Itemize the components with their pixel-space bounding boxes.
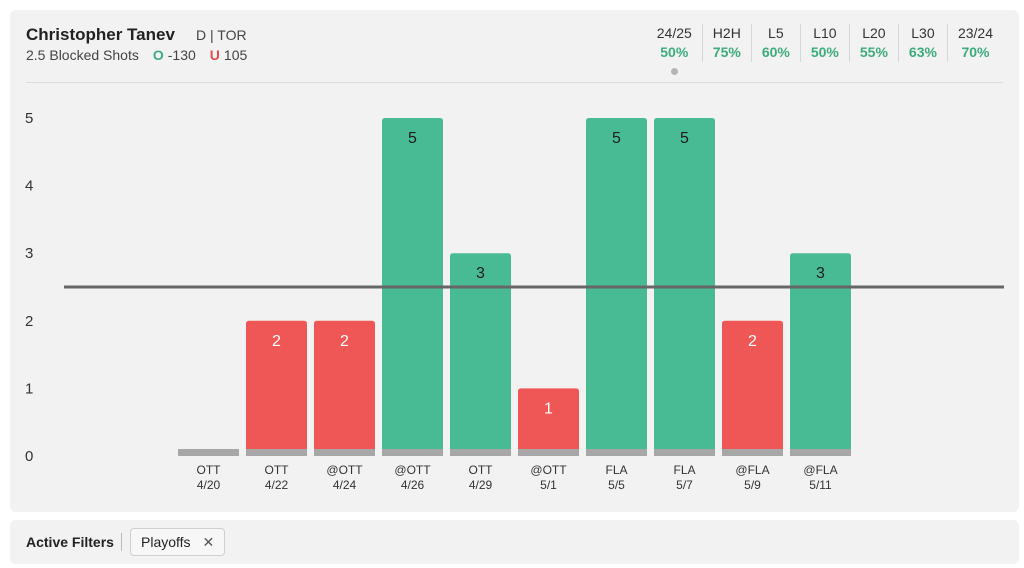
active-filters-label: Active Filters [26, 534, 114, 550]
x-tick-opponent: OTT [265, 463, 290, 477]
x-tick-opponent: @OTT [394, 463, 431, 477]
x-tick-date: 5/5 [608, 478, 625, 492]
bar-value-label: 3 [476, 265, 485, 282]
stat-value: 70% [961, 44, 990, 60]
bar-value-label: 2 [340, 333, 349, 350]
x-tick-opponent: FLA [673, 463, 695, 477]
y-tick-label: 4 [25, 178, 33, 195]
bar-baseline-stub [586, 449, 647, 456]
bar-baseline-stub [246, 449, 307, 456]
stat-value: 50% [810, 44, 839, 60]
blocked-shots-bar-chart: 012345OTT4/202OTT4/222@OTT4/245@OTT4/263… [25, 110, 1004, 492]
filter-chip-playoffs[interactable]: Playoffs ✕ [130, 528, 226, 556]
stat-label: 24/25 [656, 25, 692, 41]
x-tick-date: 4/20 [197, 478, 221, 492]
prop-description: 2.5 Blocked Shots [26, 47, 139, 63]
bar-value-label: 5 [408, 130, 417, 147]
stat-label: 23/24 [957, 25, 993, 41]
player-name[interactable]: Christopher Tanev [26, 25, 175, 44]
x-tick-opponent: @OTT [530, 463, 567, 477]
y-tick-label: 2 [25, 313, 33, 330]
bar-baseline-stub [722, 449, 783, 456]
over-odds-value: -130 [167, 47, 196, 63]
bar [246, 320, 307, 456]
x-tick-opponent: @OTT [326, 463, 363, 477]
y-tick-label: 0 [25, 448, 33, 465]
tab-h2h[interactable]: H2H 75% [701, 24, 751, 62]
bar-value-label: 3 [816, 265, 825, 282]
x-tick-opponent: OTT [469, 463, 494, 477]
bar-value-label: 2 [748, 333, 757, 350]
stat-value: 50% [660, 44, 689, 60]
bar-baseline-stub [654, 449, 715, 456]
over-label: O [152, 47, 164, 63]
bar-value-label: 2 [272, 333, 281, 350]
x-tick-opponent: FLA [605, 463, 627, 477]
stat-value: 55% [859, 44, 888, 60]
bar-value-label: 5 [612, 130, 621, 147]
bar [314, 320, 375, 456]
x-tick-date: 5/11 [809, 478, 832, 492]
filters-divider [121, 533, 122, 551]
under-odds-value: 105 [223, 47, 248, 63]
over-odds[interactable]: O -130 [153, 47, 196, 63]
stat-label: L20 [862, 25, 886, 41]
x-tick-opponent: OTT [197, 463, 222, 477]
under-odds[interactable]: U 105 [210, 47, 247, 63]
x-tick-date: 5/1 [540, 478, 557, 492]
x-tick-date: 4/24 [333, 478, 357, 492]
bar [450, 253, 511, 456]
x-tick-opponent: @FLA [803, 463, 837, 477]
player-position-team: D | TOR [196, 27, 247, 43]
header-divider [26, 82, 1003, 83]
prop-line: 2.5 Blocked Shots O -130 U 105 [26, 47, 247, 63]
close-icon[interactable]: ✕ [202, 533, 215, 550]
bar-value-label: 5 [680, 130, 689, 147]
y-tick-label: 5 [25, 110, 33, 127]
bar [790, 253, 851, 456]
x-tick-date: 4/22 [265, 478, 289, 492]
stat-value: 75% [712, 44, 741, 60]
tab-l5[interactable]: L5 60% [750, 24, 800, 62]
stat-label: L10 [813, 25, 837, 41]
tab-l30[interactable]: L30 63% [897, 24, 947, 62]
bar-baseline-stub [450, 449, 511, 456]
prop-card: Christopher Tanev D | TOR 2.5 Blocked Sh… [10, 10, 1019, 512]
x-tick-date: 4/29 [469, 478, 493, 492]
bar-baseline-stub [790, 449, 851, 456]
tab-l20[interactable]: L20 55% [848, 24, 898, 62]
y-tick-label: 1 [25, 380, 33, 397]
bar [518, 388, 579, 456]
tab-season-23-24[interactable]: 23/24 70% [946, 24, 1003, 62]
stat-label: L30 [911, 25, 935, 41]
stat-value: 63% [908, 44, 937, 60]
hit-rate-tabs: 24/25 50% H2H 75% L5 60% L10 50% L20 55%… [647, 24, 1003, 75]
bar-baseline-stub [382, 449, 443, 456]
bar-baseline-stub [314, 449, 375, 456]
tab-l10[interactable]: L10 50% [799, 24, 849, 62]
active-tab-indicator [671, 68, 679, 75]
tab-season-24-25[interactable]: 24/25 50% [647, 24, 702, 75]
x-tick-date: 5/9 [744, 478, 761, 492]
stat-value: 60% [761, 44, 790, 60]
stat-label: H2H [712, 25, 741, 41]
active-filters-bar: Active Filters Playoffs ✕ [10, 520, 1019, 564]
under-label: U [209, 47, 220, 63]
bar [722, 320, 783, 456]
filter-chip-label: Playoffs [141, 534, 191, 550]
bar-value-label: 1 [544, 400, 553, 417]
x-tick-opponent: @FLA [735, 463, 769, 477]
x-tick-date: 5/7 [676, 478, 693, 492]
stat-label: L5 [768, 25, 784, 41]
bar-baseline-stub [518, 449, 579, 456]
bar-baseline-stub [178, 449, 239, 456]
x-tick-date: 4/26 [401, 478, 425, 492]
y-tick-label: 3 [25, 245, 33, 262]
